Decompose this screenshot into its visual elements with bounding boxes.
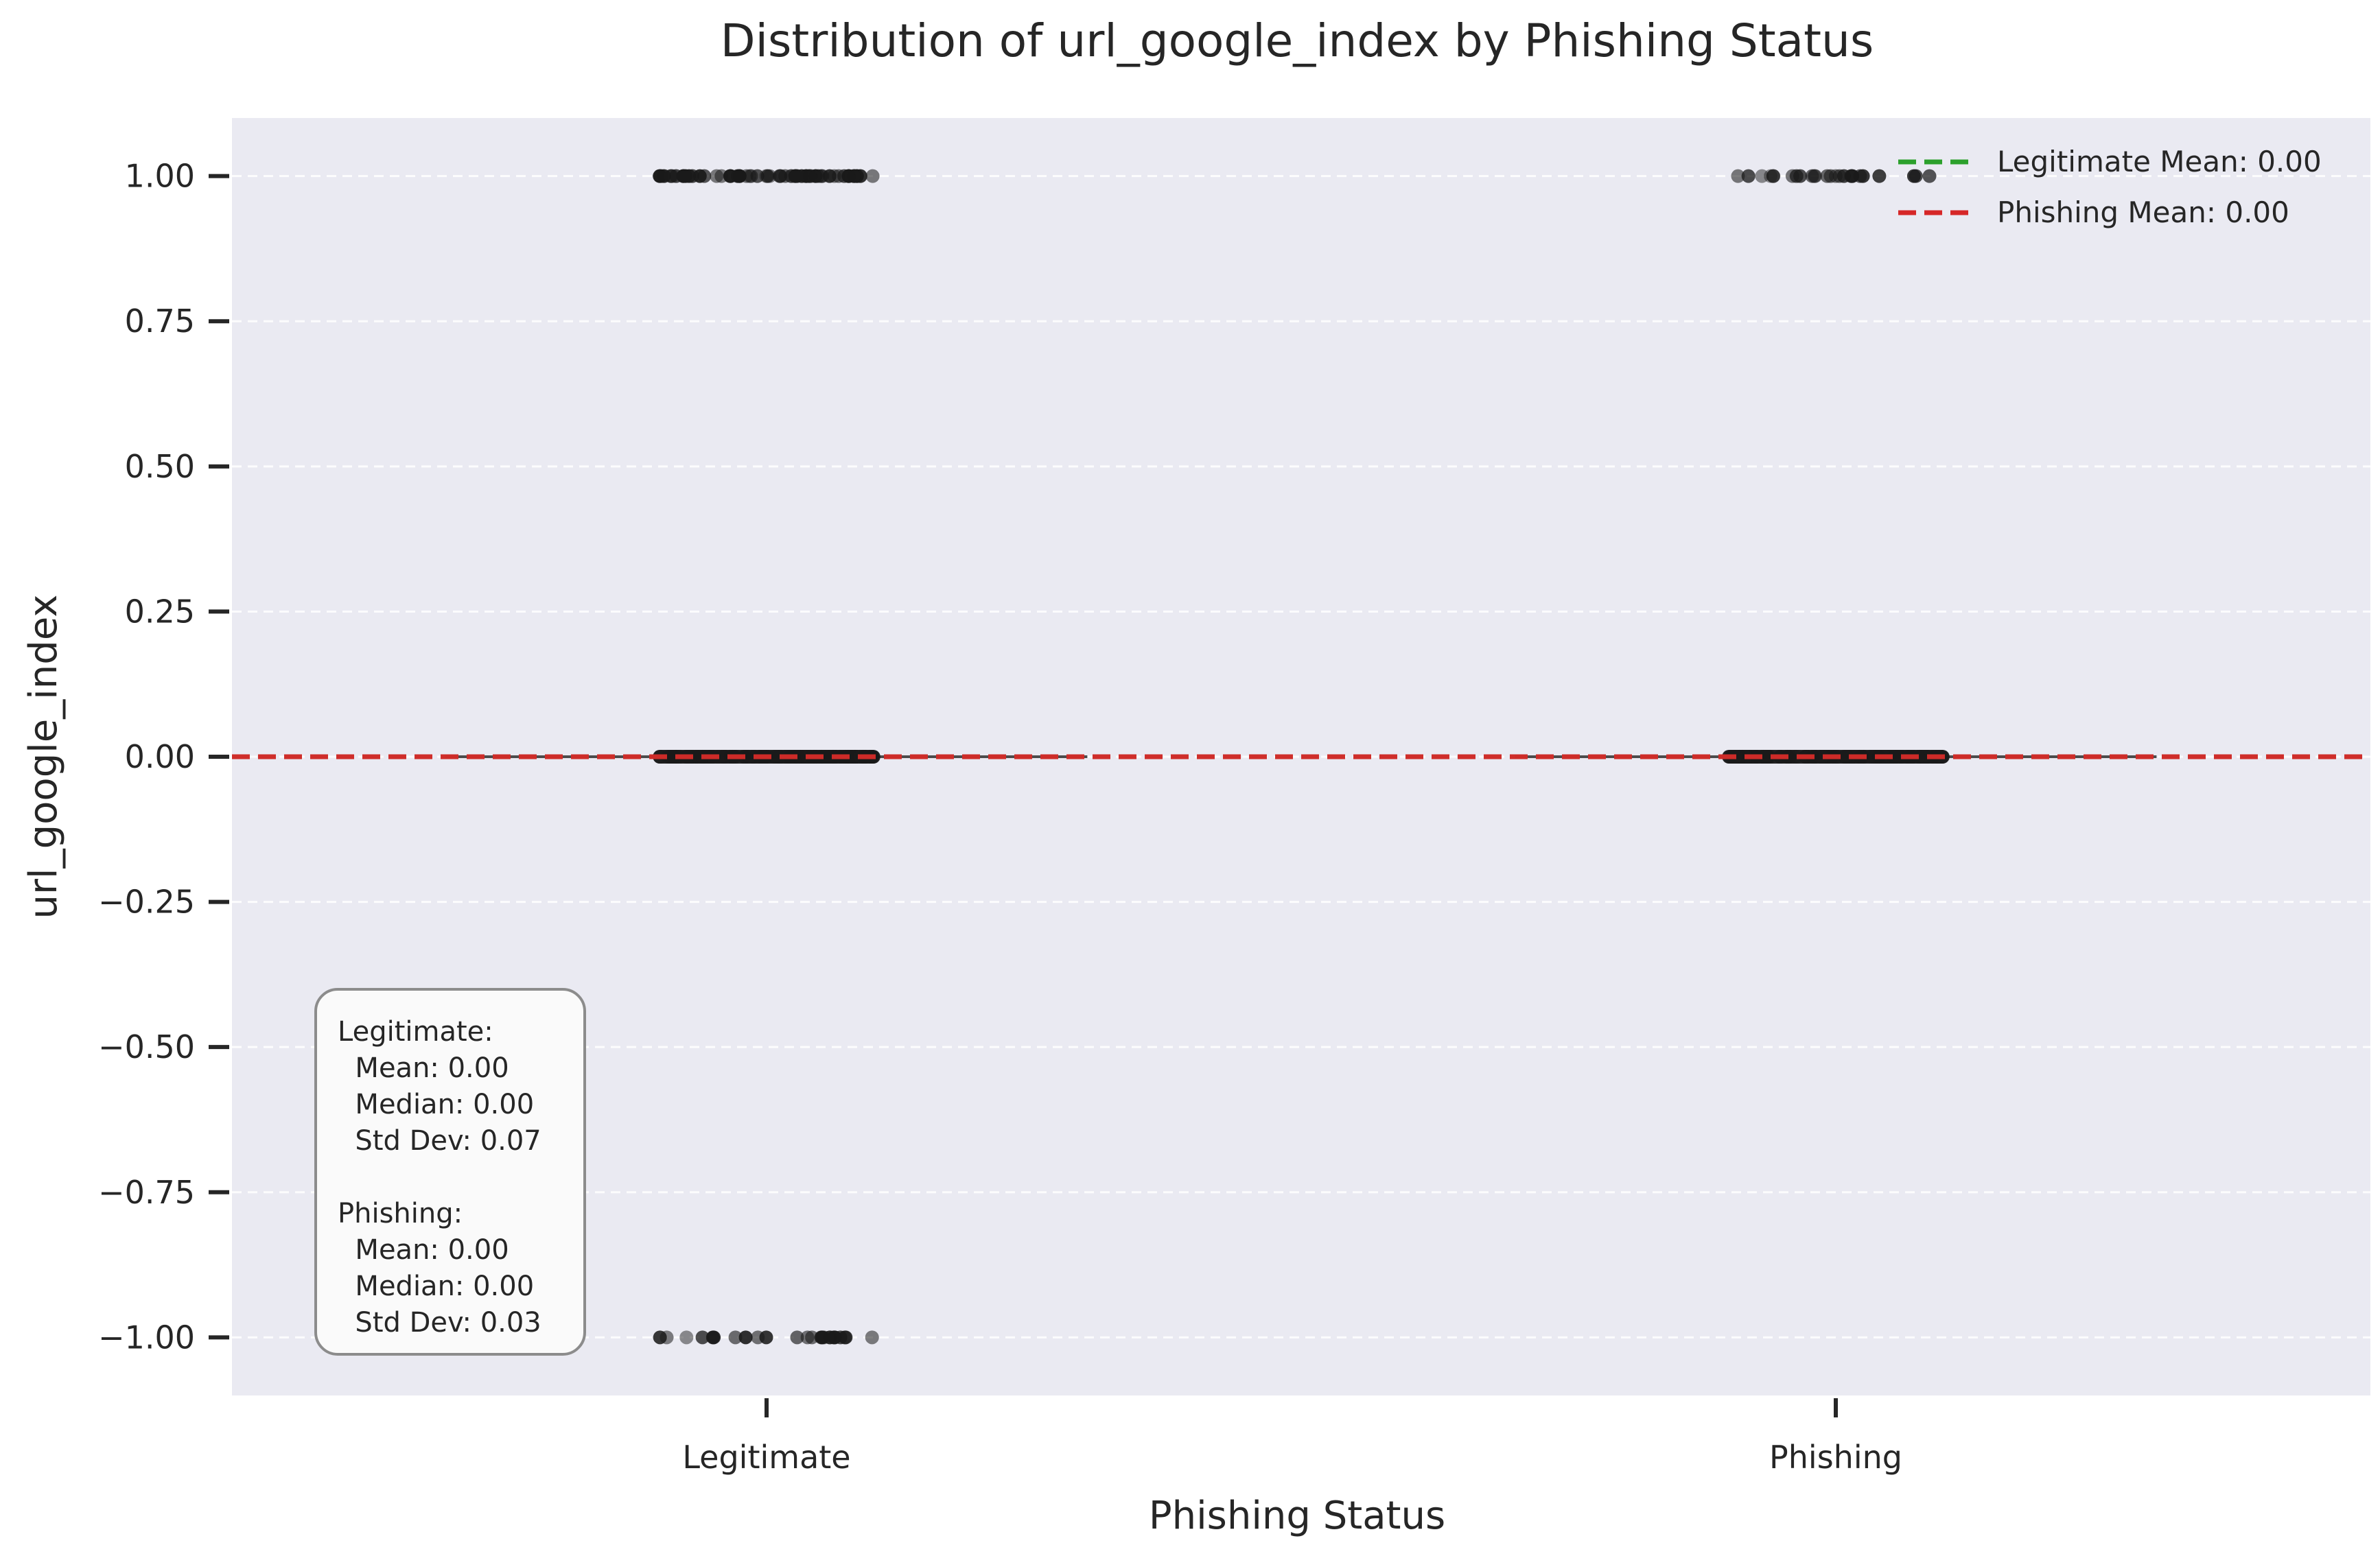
- strip-point: [1755, 750, 1770, 764]
- stats-line: Std Dev: 0.03: [338, 1307, 541, 1339]
- strip-point: [759, 169, 773, 183]
- legend-label: Phishing Mean: 0.00: [1997, 196, 2289, 229]
- y-tick-label: −1.00: [98, 1319, 195, 1356]
- stats-line: Mean: 0.00: [338, 1234, 509, 1266]
- chart-title: Distribution of url_google_index by Phis…: [721, 14, 1874, 67]
- stats-line: Std Dev: 0.07: [338, 1125, 541, 1157]
- strip-point: [707, 1330, 721, 1345]
- strip-point: [750, 169, 765, 183]
- y-tick-label: 0.00: [125, 738, 195, 775]
- strip-point: [865, 169, 880, 183]
- strip-point: [1808, 169, 1822, 183]
- stats-line: Phishing:: [338, 1198, 463, 1229]
- strip-point: [695, 1330, 710, 1345]
- strip-point: [666, 750, 681, 764]
- stats-line: Legitimate:: [338, 1016, 493, 1048]
- strip-point: [676, 169, 690, 183]
- strip-point: [710, 169, 724, 183]
- strip-point: [1741, 169, 1755, 183]
- x-axis: Legitimate Phishing: [682, 1398, 1902, 1476]
- strip-point: [789, 169, 803, 183]
- strip-point: [1815, 750, 1830, 764]
- y-tick-label: 0.75: [125, 303, 195, 340]
- y-tick-label: −0.25: [98, 884, 195, 921]
- strip-point: [1731, 169, 1745, 183]
- y-axis-label: url_google_index: [21, 595, 66, 919]
- strip-point: [1893, 750, 1907, 764]
- strip-point: [790, 1330, 804, 1345]
- strip-point: [660, 1330, 674, 1345]
- strip-point: [823, 1330, 837, 1345]
- strip-point: [769, 750, 783, 764]
- strip-point: [865, 1330, 879, 1345]
- stats-line: Median: 0.00: [338, 1271, 535, 1302]
- strip-point: [728, 1330, 743, 1345]
- strip-point: [664, 169, 678, 183]
- stats-line: Median: 0.00: [338, 1089, 535, 1120]
- strip-point: [824, 750, 839, 764]
- strip-point: [1909, 169, 1923, 183]
- y-tick-label: −0.75: [98, 1174, 195, 1211]
- strip-point: [773, 169, 788, 183]
- x-tick-label: Phishing: [1769, 1439, 1902, 1476]
- y-tick-label: −0.50: [98, 1028, 195, 1065]
- strip-point: [805, 1330, 819, 1345]
- x-axis-label: Phishing Status: [1149, 1494, 1445, 1538]
- strip-point: [1766, 169, 1781, 183]
- y-tick-label: 1.00: [125, 158, 195, 195]
- strip-point: [1755, 169, 1769, 183]
- strip-point: [841, 169, 856, 183]
- strip-point: [1922, 169, 1937, 183]
- strip-point: [802, 169, 817, 183]
- legend-label: Legitimate Mean: 0.00: [1997, 145, 2322, 178]
- strip-point: [697, 169, 712, 183]
- strip-point: [738, 1330, 753, 1345]
- strip-point: [760, 169, 775, 183]
- y-tick-label: 0.25: [125, 593, 195, 630]
- strip-point: [1844, 169, 1858, 183]
- stats-line: Mean: 0.00: [338, 1052, 509, 1084]
- legend: Legitimate Mean: 0.00 Phishing Mean: 0.00: [1898, 145, 2322, 229]
- y-tick-label: 0.50: [125, 448, 195, 485]
- strip-point: [732, 169, 747, 183]
- y-axis: 1.00 0.75 0.50 0.25 0.00 −0.25 −0.50 −0.75 −1.00: [98, 158, 229, 1356]
- strip-point: [1872, 169, 1887, 183]
- stats-gap: [338, 1159, 583, 1196]
- strip-point: [791, 750, 805, 764]
- strip-point: [1793, 169, 1808, 183]
- strip-point: [759, 1330, 773, 1345]
- statistics-box: Legitimate: Mean: 0.00 Median: 0.00 Std …: [314, 988, 586, 1356]
- strip-point: [854, 169, 867, 183]
- strip-point: [679, 1330, 694, 1345]
- strip-point: [666, 750, 681, 764]
- strip-point: [1823, 169, 1838, 183]
- x-tick-label: Legitimate: [682, 1439, 850, 1476]
